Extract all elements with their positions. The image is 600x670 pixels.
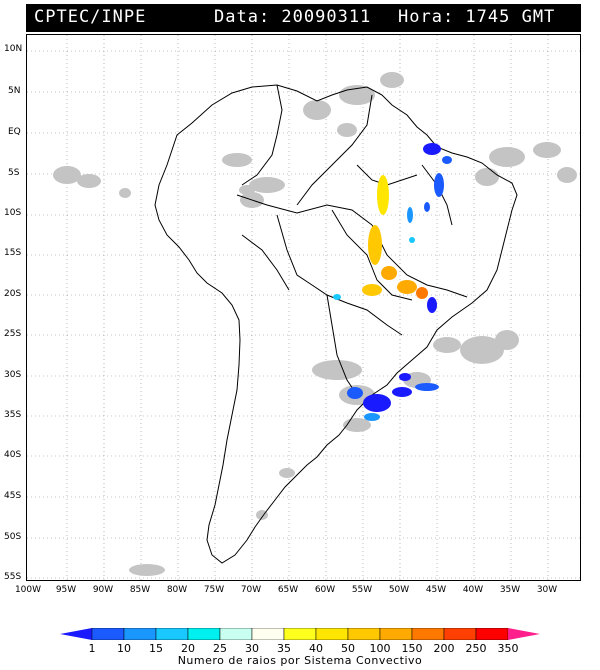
colorbar-bin (251, 628, 285, 640)
lon-label-80w: 80W (166, 585, 188, 595)
coastline (154, 84, 518, 564)
legend-value: 40 (309, 642, 323, 655)
lon-label-60w: 60W (314, 585, 336, 595)
lon-label-65w: 65W (277, 585, 299, 595)
legend-value: 1 (88, 642, 96, 655)
colorbar-bin (91, 628, 125, 640)
legend-value: 250 (465, 642, 487, 655)
colorbar-bin (155, 628, 189, 640)
lat-label-40s: 40S (4, 450, 22, 460)
lon-label-40w: 40W (462, 585, 484, 595)
lon-label-50w: 50W (388, 585, 410, 595)
date-label: Data: 20090311 (214, 7, 372, 27)
lat-label-35s: 35S (4, 410, 22, 420)
lon-label-95w: 95W (55, 585, 77, 595)
lightning-clusters (333, 143, 452, 421)
colorbar (60, 628, 540, 640)
legend-value: 350 (497, 642, 519, 655)
lat-label-50s: 50S (4, 532, 22, 542)
legend-value: 100 (369, 642, 391, 655)
colorbar-bin (315, 628, 349, 640)
legend-value: 10 (117, 642, 131, 655)
colorbar-bin (219, 628, 253, 640)
colorbar-bin (283, 628, 317, 640)
lon-label-90w: 90W (92, 585, 114, 595)
legend-value: 35 (277, 642, 291, 655)
legend-value: 30 (245, 642, 259, 655)
lon-label-55w: 55W (351, 585, 373, 595)
lon-label-75w: 75W (203, 585, 225, 595)
cloud-cover (53, 72, 577, 576)
lat-label-10n: 10N (4, 44, 23, 54)
legend-value: 200 (433, 642, 455, 655)
map-frame[interactable] (26, 34, 581, 581)
time-label: Hora: 1745 GMT (398, 7, 556, 27)
lat-label-55s: 55S (4, 572, 22, 582)
legend-value: 15 (149, 642, 163, 655)
lon-label-85w: 85W (129, 585, 151, 595)
title-bar: CPTEC/INPE Data: 20090311 Hora: 1745 GMT (26, 4, 581, 32)
lon-label-35w: 35W (499, 585, 521, 595)
colorbar-bin (187, 628, 221, 640)
lon-label-30w: 30W (536, 585, 558, 595)
colorbar-bin (411, 628, 445, 640)
lat-label-eq: EQ (8, 127, 21, 137)
legend-value: 150 (401, 642, 423, 655)
legend-value: 50 (341, 642, 355, 655)
colorbar-bin (443, 628, 477, 640)
graticule (27, 35, 580, 580)
lat-label-25s: 25S (4, 329, 22, 339)
legend-value: 25 (213, 642, 227, 655)
lon-label-45w: 45W (425, 585, 447, 595)
source-label: CPTEC/INPE (34, 7, 147, 27)
colorbar-bin (379, 628, 413, 640)
lat-label-15s: 15S (4, 248, 22, 258)
lat-label-5s: 5S (8, 168, 20, 178)
lon-label-100w: 100W (14, 585, 42, 595)
colorbar-arrow-left (60, 628, 92, 640)
lon-label-70w: 70W (240, 585, 262, 595)
lat-label-30s: 30S (4, 370, 22, 380)
lat-label-45s: 45S (4, 491, 22, 501)
colorbar-bin (475, 628, 509, 640)
lat-label-10s: 10S (4, 208, 22, 218)
colorbar-bin (123, 628, 157, 640)
colorbar-bin (347, 628, 381, 640)
colorbar-arrow-right (508, 628, 540, 640)
map-svg (27, 35, 580, 580)
legend-caption: Numero de raios por Sistema Convectivo (177, 654, 423, 667)
legend-value: 20 (181, 642, 195, 655)
lat-label-5n: 5N (8, 86, 21, 96)
lat-label-20s: 20S (4, 289, 22, 299)
